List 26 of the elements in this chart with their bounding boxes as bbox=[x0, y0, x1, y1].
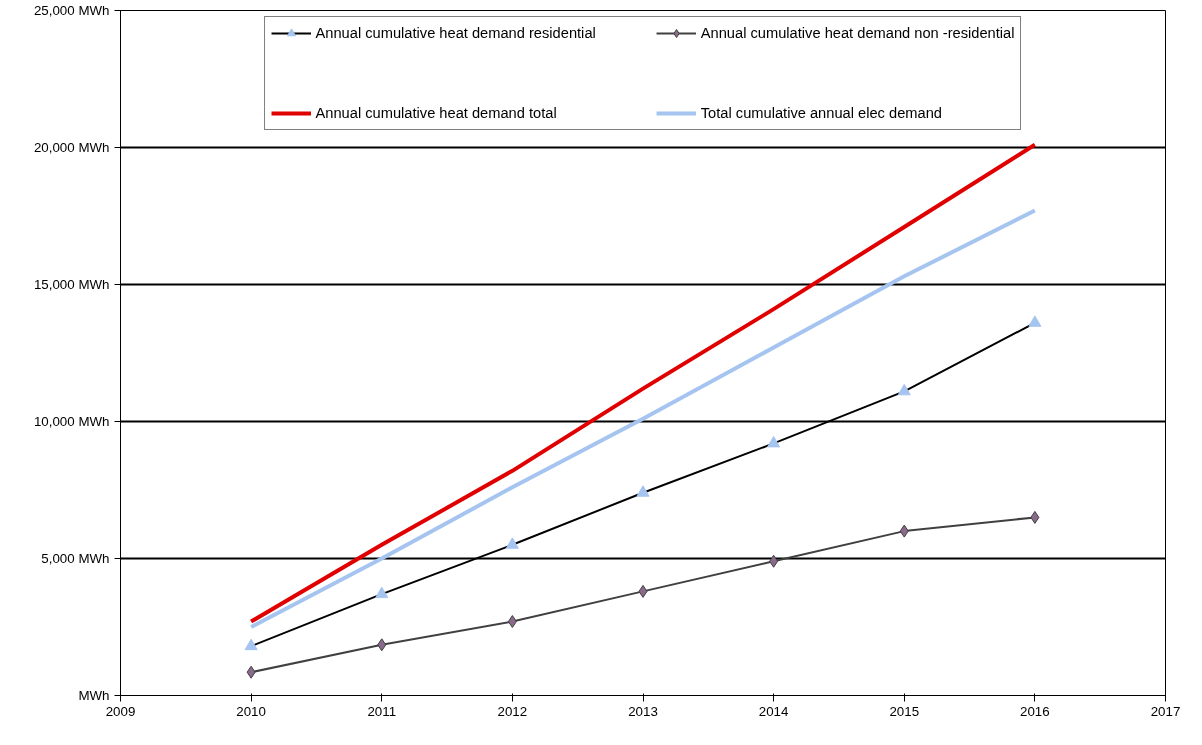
x-tick-label: 2016 bbox=[1020, 703, 1050, 719]
point bbox=[246, 665, 256, 679]
x-tick-label: 2013 bbox=[628, 703, 658, 719]
x-tick-label: 2011 bbox=[367, 703, 397, 719]
x-tick-label: 2014 bbox=[758, 703, 790, 719]
legend-label: Annual cumulative heat demand total bbox=[315, 105, 557, 121]
legend-label: Annual cumulative heat demand non -residential bbox=[700, 25, 1015, 41]
y-tick-label: 20,000 MWh bbox=[33, 140, 110, 155]
point bbox=[507, 615, 517, 629]
y-tick-label: 5,000 MWh bbox=[41, 551, 110, 566]
x-tick-label: 2010 bbox=[236, 703, 266, 719]
legend-label: Total cumulative annual elec demand bbox=[700, 105, 942, 121]
point bbox=[769, 554, 779, 568]
legend-label: Annual cumulative heat demand residential bbox=[315, 25, 596, 41]
point bbox=[638, 584, 648, 598]
x-tick-label: 2009 bbox=[105, 703, 136, 719]
y-tick-label: 10,000 MWh bbox=[33, 414, 110, 429]
x-tick-label: 2017 bbox=[1150, 703, 1181, 719]
point bbox=[1030, 510, 1040, 524]
x-tick-label: 2015 bbox=[889, 703, 920, 719]
point bbox=[899, 524, 909, 538]
point bbox=[377, 638, 387, 652]
x-tick-label: 2012 bbox=[497, 703, 528, 719]
y-tick-label: 15,000 MWh bbox=[33, 277, 110, 292]
y-tick-label: 25,000 MWh bbox=[33, 3, 110, 18]
y-tick-label: MWh bbox=[78, 688, 110, 703]
